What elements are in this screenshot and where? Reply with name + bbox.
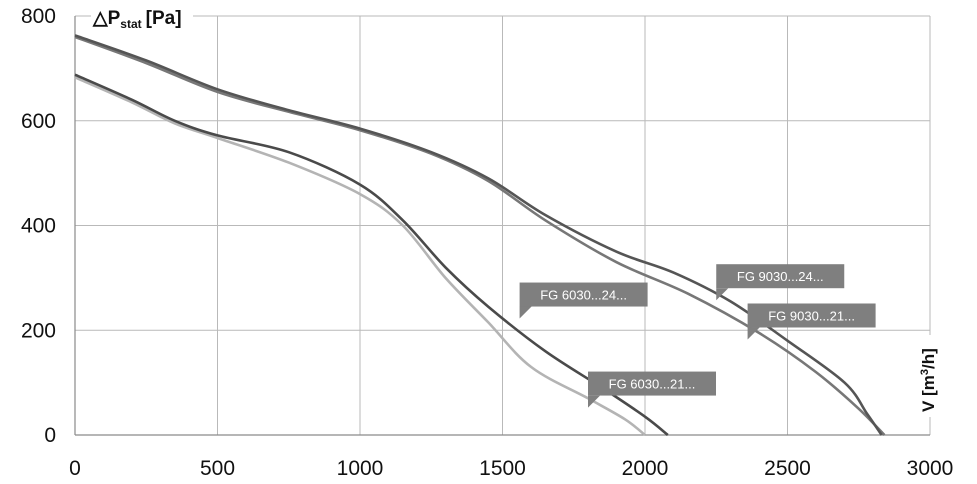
y-axis-label-unit: [Pa] (146, 8, 182, 29)
y-tick-label-200: 200 (21, 319, 56, 342)
y-tick-label-0: 0 (44, 424, 56, 447)
callout-box (588, 371, 716, 396)
x-axis-label-main: V [m (919, 375, 938, 412)
series-line-fg-6030-24 (74, 73, 669, 437)
y-tick-label-800: 800 (21, 5, 56, 28)
x-tick-label-1000: 1000 (337, 457, 384, 480)
y-tick-label-400: 400 (21, 215, 56, 238)
grid (75, 15, 931, 435)
callout-pointer (588, 395, 600, 408)
y-tick-label-600: 600 (21, 110, 56, 133)
axes (74, 16, 930, 436)
series-lines (74, 34, 886, 437)
callout-box (519, 282, 648, 307)
series-line-fg-6030-21 (74, 76, 646, 437)
series-callout-2: FG 9030...21... (747, 303, 876, 340)
x-tick-label-1500: 1500 (479, 457, 526, 480)
series-callout-1: FG 9030...24... (716, 264, 845, 301)
series-callout-0: FG 6030...24... (519, 282, 648, 319)
series-callout-3: FG 6030...21... (588, 371, 716, 408)
callout-box (716, 264, 845, 289)
x-axis-label-rest: /h] (919, 348, 938, 369)
callout-text: FG 6030...21... (609, 377, 696, 392)
callout-pointer (519, 306, 532, 319)
x-tick-label-3000: 3000 (907, 457, 954, 480)
y-axis-title: △Pstat [Pa] (91, 5, 193, 31)
series-line-fg-9030-21 (74, 35, 886, 436)
callout-pointer (747, 327, 760, 340)
svg-text:△Pstat[Pa]: △Pstat [Pa] (92, 8, 182, 31)
y-axis-label-sub: stat (120, 17, 141, 31)
callout-text: FG 6030...24... (540, 288, 627, 303)
x-axis-title: V [m3/h] (914, 335, 940, 417)
x-tick-label-500: 500 (200, 457, 235, 480)
svg-text:V [m3/h]: V [m3/h] (919, 348, 938, 412)
annotations: FG 6030...24... FG 9030...24... FG 9030...… (519, 264, 876, 408)
x-tick-label-0: 0 (69, 457, 81, 480)
series-line-fg-9030-24 (74, 34, 883, 436)
x-tick-label-2500: 2500 (764, 457, 811, 480)
callout-pointer (716, 288, 729, 301)
tick-labels: 0 500 1000 1500 2000 2500 3000 0 200 400 600 800 (21, 5, 953, 480)
callout-text: FG 9030...24... (737, 269, 824, 284)
callout-box (747, 303, 876, 328)
x-tick-label-2000: 2000 (622, 457, 669, 480)
callout-text: FG 9030...21... (768, 308, 855, 323)
y-axis-label-main: △P (92, 8, 121, 29)
x-axis-label-sup: 3 (919, 369, 931, 375)
